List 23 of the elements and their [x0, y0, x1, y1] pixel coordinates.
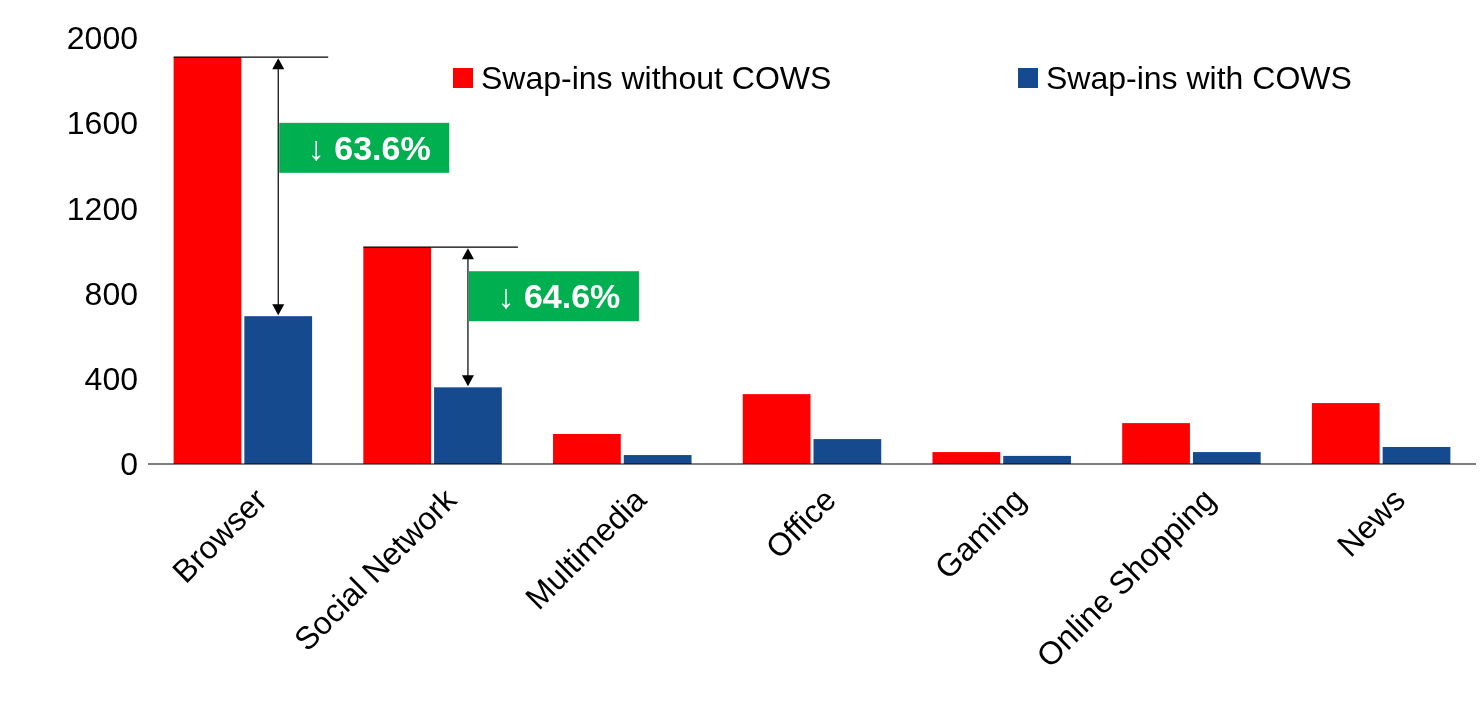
bar: [1382, 446, 1451, 464]
bar: [1122, 423, 1190, 464]
y-tick-label: 0: [120, 446, 138, 483]
bar: [742, 394, 811, 464]
y-tick-label: 800: [84, 275, 138, 312]
bar: [813, 439, 882, 464]
bar: [553, 433, 621, 464]
y-tick-label: 1600: [66, 105, 138, 142]
annotation: ↓ 63.6%: [307, 128, 431, 167]
annotation: ↓ 64.6%: [497, 277, 621, 316]
bar: [173, 57, 242, 464]
bar: [623, 455, 692, 464]
bar: [932, 452, 1001, 464]
y-tick-label: 400: [84, 361, 138, 397]
bar: [1192, 452, 1261, 464]
bar: [244, 316, 313, 464]
y-tick-label: 1200: [66, 190, 138, 227]
bar: [1311, 403, 1380, 464]
bar: [434, 387, 502, 464]
legend-label: Swap-ins with COWS: [1046, 60, 1352, 97]
y-tick-label: 2000: [66, 20, 138, 57]
bar: [363, 247, 432, 464]
legend-label: Swap-ins without COWS: [481, 60, 832, 97]
